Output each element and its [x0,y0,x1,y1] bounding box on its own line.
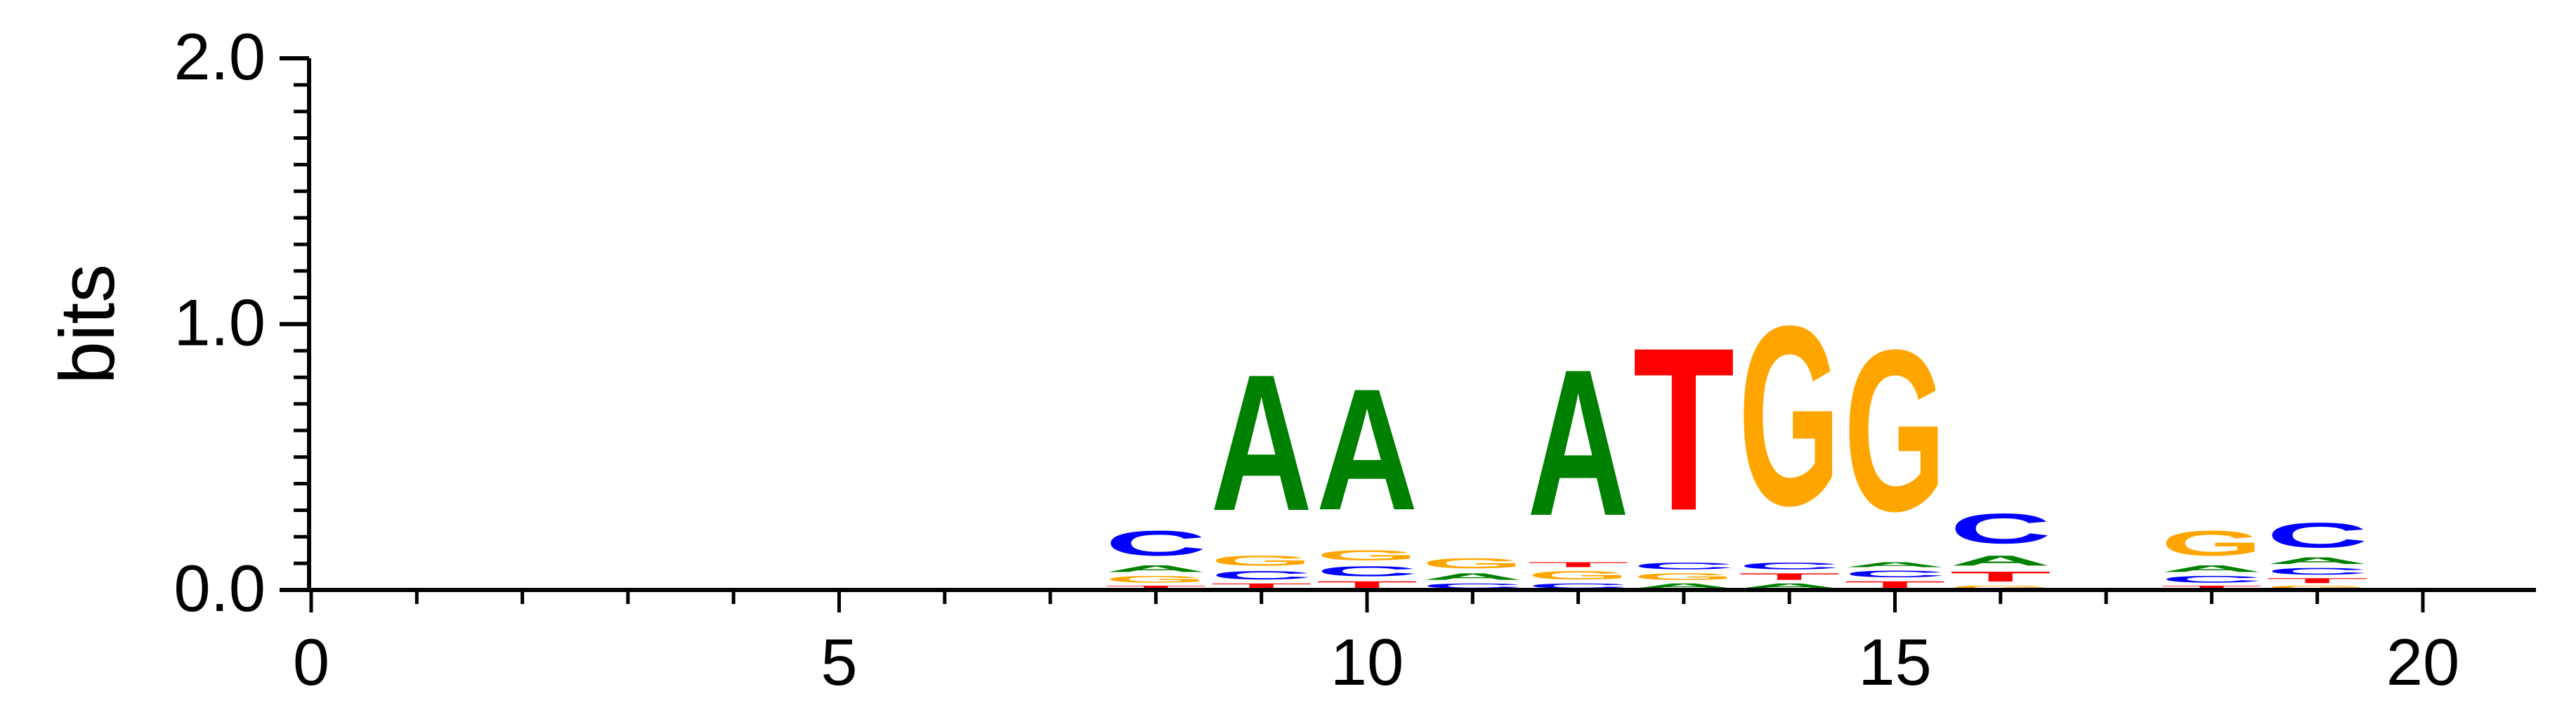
logo-letter-a: A [1844,560,1946,568]
logo-letter-a: A [2161,563,2263,574]
logo-glyph-layer: TGACTCGATCGACAGCGTAAGCTATCGTCAGGTACGTCAG… [1105,273,2368,590]
logo-letter-g: G [1949,584,2051,590]
logo-letter-c: C [1844,569,1946,579]
logo-letter-t: T [1633,300,1734,560]
logo-letter-g: G [1739,273,1841,559]
logo-letter-g: G [1105,574,1207,584]
logo-letter-a: A [1210,334,1312,551]
logo-letter-t: T [1739,571,1841,582]
logo-letter-c: C [2266,566,2368,577]
logo-letter-t: T [1949,569,2051,585]
logo-letter-c: C [2161,574,2263,584]
x-tick-label: 10 [1331,625,1404,699]
x-tick-label: 0 [293,625,329,699]
logo-letter-a: A [1105,563,1207,574]
logo-letter-a: A [1949,553,2051,569]
logo-letter-g: G [2266,584,2368,590]
logo-letter-g: G [1316,547,1418,563]
y-tick-label: 0.0 [174,551,266,625]
logo-letter-c: C [1949,505,2051,553]
logo-letter-g: G [1527,569,1629,582]
logo-letter-a: A [1422,572,1524,582]
logo-letter-c: C [1316,563,1418,579]
logo-letter-a: A [1527,325,1629,559]
x-tick-label: 20 [2386,625,2460,699]
axes-layer: 0.0 1.0 2.0 0 5 10 15 20 [174,20,2536,699]
logo-letter-t: T [1105,584,1207,590]
logo-letter-c: C [1210,569,1312,582]
y-tick-label: 1.0 [174,286,266,360]
logo-letter-c: C [1739,560,1841,571]
logo-letter-a: A [2266,556,2368,566]
y-tick-label: 2.0 [174,20,266,93]
x-tick-label: 15 [1858,625,1932,699]
logo-letter-c: C [1527,582,1629,590]
logo-letter-t: T [1527,560,1629,568]
logo-letter-t: T [1316,579,1418,590]
logo-letter-t: T [2161,584,2263,590]
logo-letter-c: C [1633,560,1734,571]
logo-letter-g: G [1422,556,1524,572]
logo-letter-t: T [2266,577,2368,584]
logo-letter-c: C [1422,582,1524,590]
y-axis-title: bits [44,264,131,384]
logo-letter-t: T [1210,582,1312,590]
logo-letter-a: A [1739,582,1841,590]
logo-letter-c: C [2266,516,2368,556]
logo-letter-t: T [1844,579,1946,590]
x-tick-label: 5 [820,625,857,699]
logo-letter-g: G [1210,553,1312,569]
logo-letter-g: G [1633,571,1734,582]
logo-letter-a: A [1316,352,1418,546]
logo-letter-c: C [1105,523,1207,563]
logo-letter-g: G [1844,302,1946,559]
logo-letter-g: G [2161,523,2263,563]
logo-letter-a: A [1633,582,1734,590]
